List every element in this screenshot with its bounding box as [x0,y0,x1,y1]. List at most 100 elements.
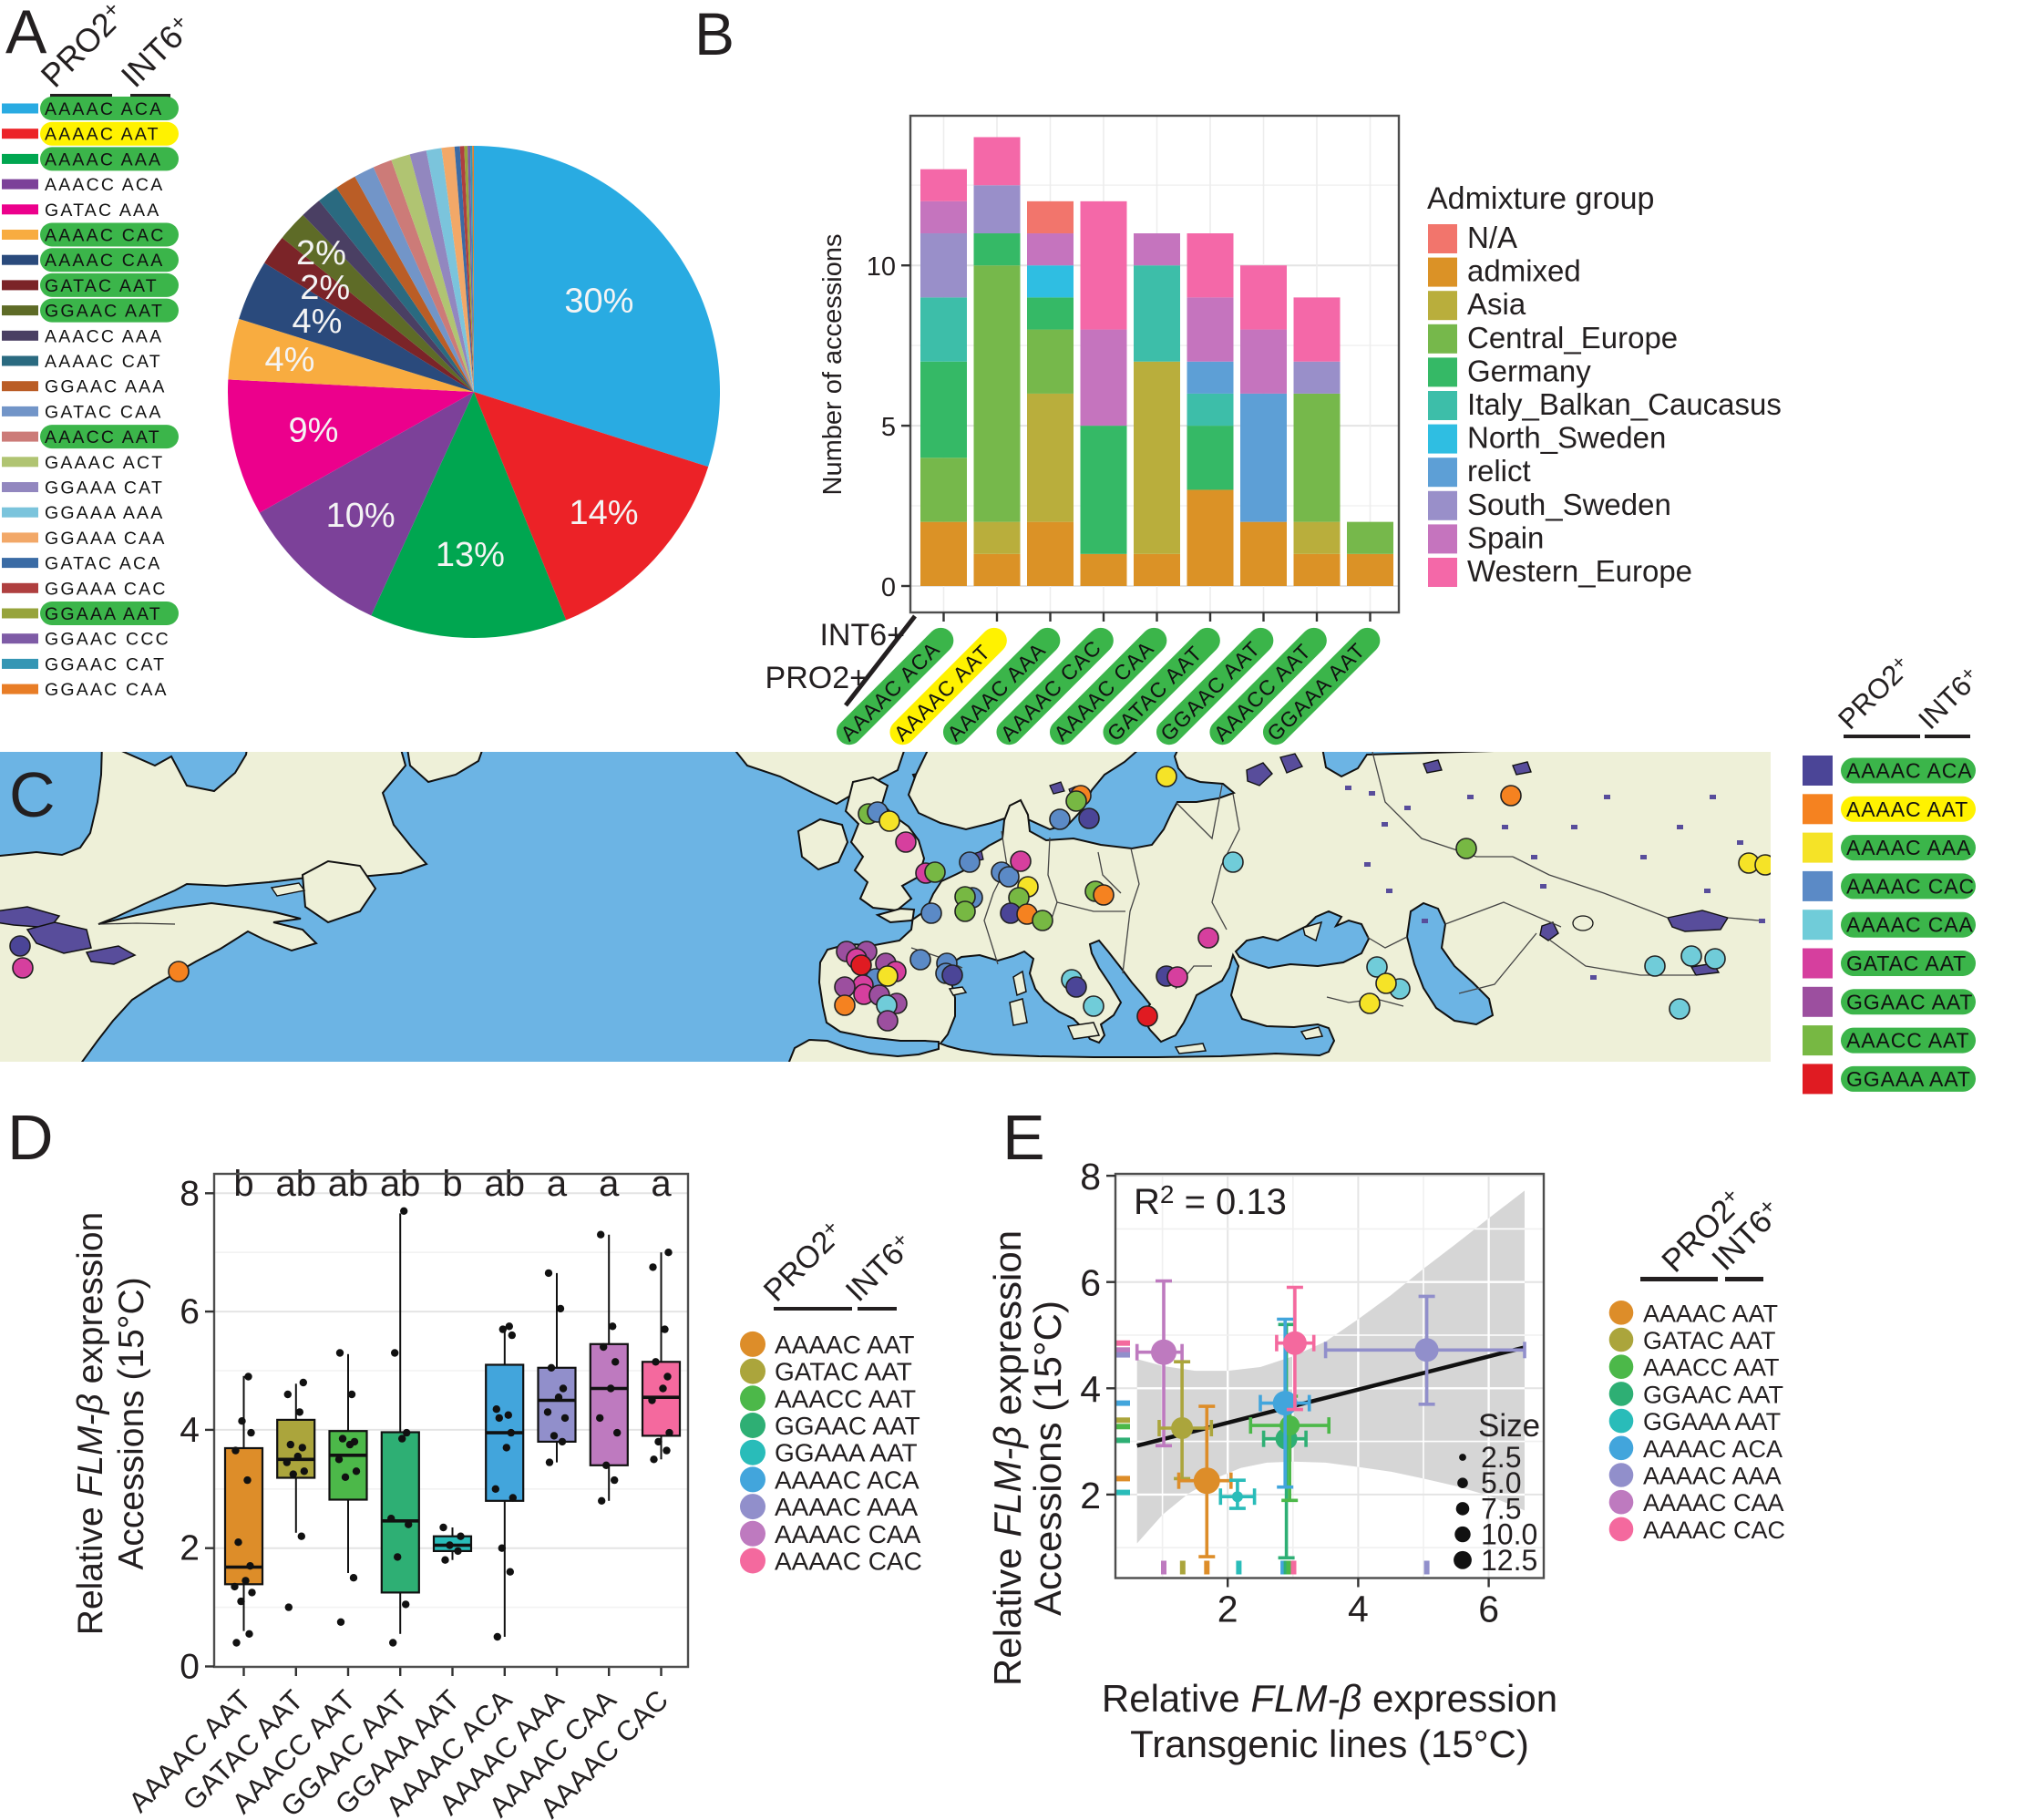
svg-text:4: 4 [1348,1589,1369,1630]
svg-text:D: D [7,1102,54,1173]
svg-text:10.0: 10.0 [1481,1518,1537,1551]
svg-text:a: a [547,1164,568,1204]
svg-text:Spain: Spain [1467,520,1544,554]
svg-text:South_Sweden: South_Sweden [1467,488,1671,521]
svg-text:AAAAC AAA: AAAAC AAA [45,149,162,170]
svg-text:GGAAA CAA: GGAAA CAA [45,529,167,549]
svg-text:8: 8 [180,1174,200,1213]
svg-text:ab: ab [276,1164,317,1204]
svg-text:6: 6 [180,1292,200,1332]
svg-text:AAAAC AAT: AAAAC AAT [45,125,160,145]
svg-text:North_Sweden: North_Sweden [1467,421,1666,455]
svg-text:GGAAA CAT: GGAAA CAT [45,478,164,499]
svg-text:AAACC AAA: AAACC AAA [45,326,163,346]
svg-text:2%: 2% [296,234,346,272]
svg-text:ab: ab [485,1164,526,1204]
svg-text:AAAAC CAT: AAAAC CAT [45,352,162,372]
svg-text:2: 2 [1217,1589,1238,1630]
svg-text:Relative FLM-β expression: Relative FLM-β expression [71,1212,110,1635]
svg-text:4%: 4% [292,303,342,341]
svg-text:GGAAC AAT: GGAAC AAT [1846,990,1973,1013]
svg-text:B: B [694,0,735,67]
svg-text:AAAAC CAC: AAAAC CAC [1643,1517,1785,1544]
svg-text:Central_Europe: Central_Europe [1467,321,1678,355]
svg-text:Relative FLM-β expression: Relative FLM-β expression [986,1230,1029,1686]
svg-text:AAAAC CAA: AAAAC CAA [775,1520,921,1548]
svg-text:R2 = 0.13: R2 = 0.13 [1134,1180,1287,1222]
svg-text:AAACC AAT: AAACC AAT [775,1384,916,1413]
svg-text:30%: 30% [564,283,633,321]
svg-text:Accessions (15°C): Accessions (15°C) [1026,1301,1069,1616]
svg-text:8: 8 [1080,1156,1101,1198]
svg-text:b: b [233,1164,253,1204]
svg-text:10%: 10% [326,497,396,535]
svg-text:AAAAC AAT: AAAAC AAT [775,1331,915,1359]
svg-text:GGAAC CCC: GGAAC CCC [45,630,170,650]
svg-text:Western_Europe: Western_Europe [1467,554,1692,588]
svg-text:GATAC AAT: GATAC AAT [45,276,159,296]
svg-text:6: 6 [1080,1262,1101,1304]
svg-text:0: 0 [881,573,896,602]
svg-text:INT6+: INT6+ [819,618,905,653]
svg-text:GGAAA AAT: GGAAA AAT [1846,1067,1971,1091]
svg-text:AAAAC ACA: AAAAC ACA [45,99,163,119]
svg-text:AAAAC ACA: AAAAC ACA [1846,759,1973,783]
svg-text:2: 2 [1080,1475,1101,1517]
svg-text:AAAAC CAA: AAAAC CAA [45,251,164,271]
svg-text:AAAAC CAC: AAAAC CAC [775,1548,922,1576]
svg-text:AAAAC AAA: AAAAC AAA [1846,836,1971,859]
svg-text:AAACC AAT: AAACC AAT [1846,1029,1970,1053]
svg-text:9%: 9% [288,412,338,450]
svg-text:Transgenic lines (15°C): Transgenic lines (15°C) [1130,1722,1529,1765]
svg-text:PRO2+: PRO2+ [765,661,868,695]
svg-text:7.5: 7.5 [1481,1492,1521,1525]
svg-text:GATAC ACA: GATAC ACA [45,554,162,574]
svg-text:2.5: 2.5 [1481,1441,1521,1474]
svg-text:4: 4 [180,1411,200,1450]
svg-text:AAAAC AAA: AAAAC AAA [1643,1463,1782,1490]
svg-text:10: 10 [867,252,896,282]
svg-text:4: 4 [1080,1368,1101,1410]
svg-text:GGAAC CAT: GGAAC CAT [45,654,166,674]
svg-text:AAAAC ACA: AAAAC ACA [1643,1435,1783,1463]
svg-text:GGAAC AAT: GGAAC AAT [775,1412,920,1440]
svg-text:GATAC CAA: GATAC CAA [45,402,163,422]
svg-text:Italy_Balkan_Caucasus: Italy_Balkan_Caucasus [1467,387,1782,421]
svg-text:13%: 13% [436,536,505,574]
svg-text:GGAAC AAT: GGAAC AAT [45,302,164,322]
svg-text:GGAAA AAA: GGAAA AAA [45,503,164,523]
svg-text:ab: ab [328,1164,369,1204]
svg-text:Accessions (15°C): Accessions (15°C) [112,1277,151,1569]
svg-text:C: C [9,759,56,830]
svg-text:a: a [599,1164,620,1204]
svg-text:5: 5 [881,413,896,442]
svg-text:AAAAC CAA: AAAAC CAA [1643,1489,1784,1517]
svg-text:GGAAC AAA: GGAAC AAA [45,377,167,397]
svg-text:12.5: 12.5 [1481,1544,1537,1577]
svg-text:N/A: N/A [1467,221,1517,254]
svg-text:14%: 14% [569,494,638,532]
svg-text:GGAAC CAA: GGAAC CAA [45,680,169,700]
svg-text:AAAAC AAT: AAAAC AAT [1643,1300,1778,1327]
svg-text:GAAAC ACT: GAAAC ACT [45,453,164,473]
svg-text:b: b [442,1164,462,1204]
svg-text:6: 6 [1478,1589,1499,1630]
svg-text:2: 2 [180,1529,200,1568]
svg-text:AAAAC CAA: AAAAC CAA [1846,913,1974,937]
svg-text:4%: 4% [265,341,315,379]
svg-text:ab: ab [380,1164,421,1204]
svg-text:AAAAC CAC: AAAAC CAC [1846,874,1975,898]
svg-text:0: 0 [180,1648,200,1687]
svg-text:Admixture group: Admixture group [1427,181,1654,216]
svg-text:GATAC AAT: GATAC AAT [1846,951,1967,975]
svg-text:AAAAC CAC: AAAAC CAC [45,226,166,246]
svg-text:Germany: Germany [1467,354,1591,387]
svg-text:E: E [1002,1102,1045,1173]
svg-text:relict: relict [1467,454,1531,488]
svg-text:Asia: Asia [1467,287,1526,321]
svg-text:GATAC AAT: GATAC AAT [1643,1327,1776,1354]
svg-text:AAACC AAT: AAACC AAT [1643,1354,1780,1382]
svg-text:GGAAA AAT: GGAAA AAT [1643,1408,1781,1435]
svg-text:GATAC AAA: GATAC AAA [45,201,160,221]
svg-text:a: a [651,1164,672,1204]
